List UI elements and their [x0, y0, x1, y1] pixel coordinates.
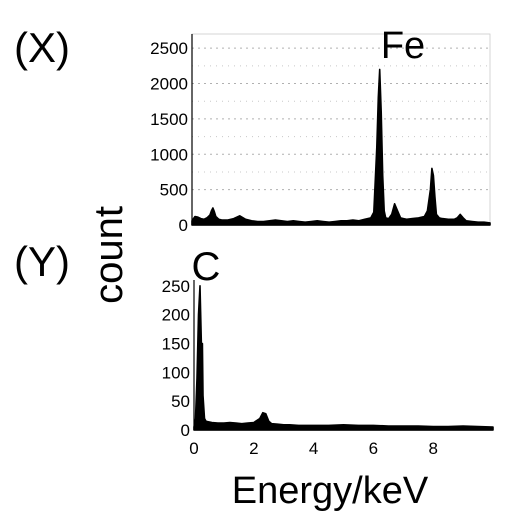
y-tick-label: 100	[162, 363, 190, 382]
x-tick-label: 0	[189, 439, 198, 458]
element-label-fe: Fe	[381, 25, 425, 67]
x-tick-label: 6	[369, 439, 378, 458]
y-tick-label: 200	[162, 306, 190, 325]
y-tick-label: 2000	[150, 75, 188, 94]
x-tick-label: 2	[249, 439, 258, 458]
x-tick-label: 4	[309, 439, 318, 458]
y-tick-label: 1000	[150, 145, 188, 164]
y-tick-label: 50	[171, 392, 190, 411]
element-label-c: C	[192, 245, 221, 289]
spectrum-series	[191, 68, 491, 226]
panel-x-label: (X)	[14, 24, 70, 71]
y-tick-label: 150	[162, 334, 190, 353]
panel-y-plot: 0 50 100 150 200 250 0 2 4 6 8	[162, 277, 494, 458]
y-tick-label: 0	[179, 216, 188, 235]
y-tick-label: 2500	[150, 39, 188, 58]
y-tick-label: 500	[160, 181, 188, 200]
x-tick-label: 8	[428, 439, 437, 458]
panel-x-plot: 0 500 1000 1500 2000 2500	[150, 33, 491, 235]
x-axis-label: Energy/keV	[232, 470, 429, 511]
y-axis-label: count	[87, 206, 131, 304]
y-tick-label: 1500	[150, 110, 188, 129]
plot-frame	[191, 33, 491, 226]
spectrum-series	[193, 285, 494, 431]
panel-y-label: (Y)	[14, 238, 70, 285]
y-tick-label: 250	[162, 277, 190, 296]
y-tick-label: 0	[181, 421, 190, 440]
